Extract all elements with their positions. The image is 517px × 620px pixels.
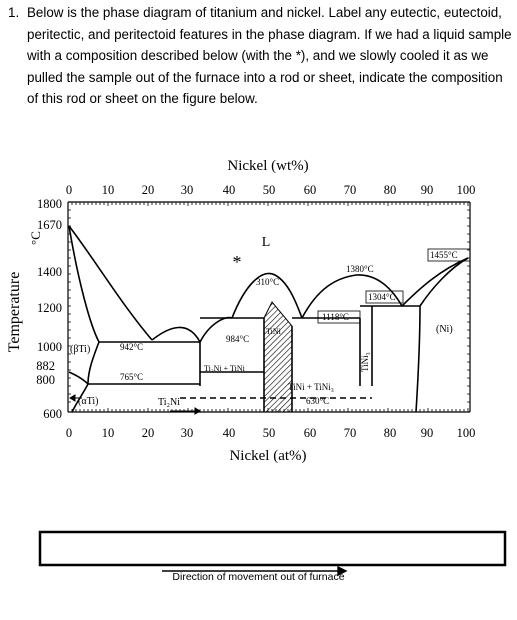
bottom-tick: 0 (66, 426, 72, 440)
bottom-tick: 90 (421, 426, 434, 440)
top-tick: 20 (142, 183, 155, 197)
alpha-ti-label: (αTi) (78, 396, 98, 407)
bottom-tick: 60 (304, 426, 317, 440)
question-text: Below is the phase diagram of titanium a… (27, 5, 512, 106)
beta-ti-label: (βTi) (70, 344, 90, 355)
bottom-tick: 70 (344, 426, 357, 440)
phase-labels: L (262, 235, 271, 250)
y-tick: 1200 (37, 301, 62, 315)
tini-tini3-label: TiNi + TiNi₃ (288, 382, 334, 392)
top-tick: 0 (66, 183, 72, 197)
top-tick: 90 (421, 183, 434, 197)
tini-region-label: TiNi (266, 327, 282, 336)
temp-1118-box (317, 310, 361, 324)
minor-ticks (67, 202, 470, 412)
direction-arrow (162, 565, 348, 577)
temp-1380: 1380°C (346, 264, 374, 274)
bottom-tick: 50 (263, 426, 276, 440)
top-tick: 100 (457, 183, 476, 197)
temp-1455-box (427, 248, 471, 262)
bottom-axis-title: Nickel (at%) (229, 448, 306, 464)
top-tick: 30 (181, 183, 194, 197)
temp-1304-box (365, 290, 404, 304)
top-axis-title: Nickel (wt%) (227, 158, 308, 174)
y-tick: 882 (36, 359, 55, 373)
top-tick: 50 (263, 183, 276, 197)
bottom-tick: 80 (384, 426, 397, 440)
bottom-tick: 100 (457, 426, 476, 440)
top-tick: 80 (384, 183, 397, 197)
ti2ni-tini-label: Ti₂Ni + TiNi (204, 364, 246, 373)
ni-label: (Ni) (436, 324, 453, 335)
bottom-tick: 40 (223, 426, 236, 440)
temp-765: 765°C (120, 372, 143, 382)
arrows (69, 394, 201, 415)
ti2ni-label: Ti₂Ni (158, 397, 180, 408)
top-tick: 10 (102, 183, 115, 197)
y-tick: 1670 (37, 218, 62, 232)
temp-310: 310°C (256, 277, 279, 287)
top-tick: 70 (344, 183, 357, 197)
question-number: 1. (8, 5, 20, 20)
y-axis-title: Temperature (6, 272, 23, 353)
bottom-tick: 30 (181, 426, 194, 440)
composition-star: * (233, 252, 242, 272)
liquid-label: L (262, 235, 271, 250)
tini3-label: TiNi₃ (360, 352, 370, 372)
temp-1118: 1118°C (322, 312, 349, 322)
phase-diagram: Nickel (wt%) 0 10 20 30 40 50 60 70 80 9… (6, 158, 507, 577)
temp-942: 942°C (120, 342, 143, 352)
y-tick: 1400 (37, 265, 62, 279)
top-tick: 60 (304, 183, 317, 197)
bottom-tick: 10 (102, 426, 115, 440)
temp-984: 984°C (226, 334, 249, 344)
y-tick: 1000 (37, 340, 62, 354)
direction-caption: Direction of movement out of furnace (172, 571, 345, 583)
temperature-labels: 942°C 765°C 984°C 310°C 1380°C 1118°C 13… (120, 250, 458, 406)
tini-hatched-region (263, 301, 293, 413)
bottom-tick-labels: 0 10 20 30 40 50 60 70 80 90 100 (66, 426, 476, 440)
y-tick-labels: 1800 1670 1400 1200 1000 882 800 600 (36, 197, 62, 421)
bottom-tick: 20 (142, 426, 155, 440)
answer-box[interactable] (38, 530, 507, 567)
temp-1304: 1304°C (368, 292, 396, 302)
y-tick: 1800 (37, 197, 62, 211)
y-axis-unit: °C (28, 231, 43, 245)
temp-1455: 1455°C (430, 250, 458, 260)
y-tick: 600 (43, 407, 62, 421)
y-tick: 800 (36, 373, 55, 387)
top-tick-labels: 0 10 20 30 40 50 60 70 80 90 100 (66, 183, 476, 197)
top-tick: 40 (223, 183, 236, 197)
temp-630: 630°C (306, 396, 329, 406)
